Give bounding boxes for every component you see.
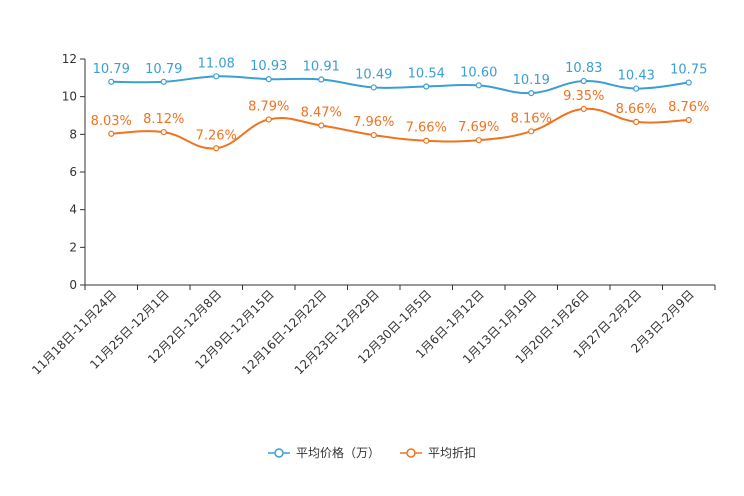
data-point[interactable]: [160, 128, 167, 136]
data-label: 10.19: [513, 73, 550, 88]
data-point[interactable]: [423, 137, 430, 144]
data-point[interactable]: [528, 89, 535, 97]
data-label: 9.35%: [563, 89, 604, 104]
legend-item-discount[interactable]: 平均折扣: [400, 444, 476, 461]
series-line-1: [111, 75, 689, 95]
data-point[interactable]: [213, 145, 220, 152]
legend-item-price[interactable]: 平均价格（万）: [267, 444, 380, 461]
line-chart: 02468101211月18日-11月24日11月25日-12月1日12月2日-…: [29, 52, 716, 377]
legend-line-circle-icon: [267, 447, 290, 458]
data-point[interactable]: [265, 116, 272, 123]
data-label: 7.96%: [353, 115, 394, 130]
data-label: 10.54: [408, 66, 445, 81]
y-tick-label: 4: [69, 203, 77, 217]
data-label: 11.08: [198, 56, 235, 71]
y-tick-label: 6: [69, 165, 77, 179]
series-line-2: [111, 107, 689, 150]
data-label: 7.69%: [458, 120, 499, 135]
data-point[interactable]: [685, 79, 692, 86]
data-label: 7.26%: [196, 128, 237, 143]
data-point[interactable]: [370, 131, 377, 139]
legend-line-circle-icon: [400, 447, 422, 458]
data-label: 8.12%: [143, 112, 184, 127]
y-tick-label: 0: [69, 278, 77, 292]
y-tick-label: 12: [62, 52, 77, 66]
data-point[interactable]: [370, 84, 377, 91]
legend-label-discount: 平均折扣: [428, 446, 477, 460]
data-label: 10.79: [93, 62, 130, 77]
data-point[interactable]: [475, 137, 482, 144]
data-point[interactable]: [475, 82, 482, 89]
data-point[interactable]: [580, 105, 587, 113]
data-point[interactable]: [318, 76, 325, 83]
data-label: 8.66%: [616, 102, 657, 117]
data-label: 8.79%: [248, 99, 289, 114]
data-point[interactable]: [423, 83, 430, 90]
data-point[interactable]: [160, 78, 167, 85]
data-point[interactable]: [108, 130, 115, 137]
y-tick-label: 8: [69, 127, 77, 141]
data-label: 8.03%: [91, 114, 132, 129]
data-label: 10.83: [565, 61, 602, 76]
data-label: 8.76%: [668, 100, 709, 115]
y-tick-label: 2: [69, 240, 77, 254]
data-point[interactable]: [633, 85, 640, 92]
data-label: 10.60: [460, 65, 497, 80]
data-label: 10.75: [670, 63, 707, 78]
data-point[interactable]: [580, 77, 587, 85]
data-label: 10.49: [355, 67, 392, 82]
y-tick-label: 10: [62, 90, 77, 104]
data-point[interactable]: [685, 116, 692, 124]
data-point[interactable]: [108, 78, 115, 85]
data-label: 10.91: [303, 60, 340, 75]
data-label: 8.47%: [301, 105, 342, 120]
data-label: 10.79: [145, 62, 182, 77]
data-label: 10.93: [250, 59, 287, 74]
data-label: 8.16%: [511, 111, 552, 126]
data-point[interactable]: [265, 76, 272, 83]
data-point[interactable]: [213, 73, 220, 80]
legend-label-price: 平均价格（万）: [295, 446, 380, 460]
x-tick-label: 11月18日-11月24日: [29, 287, 119, 377]
data-point[interactable]: [318, 122, 325, 129]
legend: 平均价格（万） 平均折扣: [0, 444, 744, 461]
data-label: 7.66%: [406, 121, 447, 136]
data-label: 10.43: [618, 69, 655, 84]
data-point[interactable]: [633, 118, 640, 126]
data-point[interactable]: [528, 128, 535, 135]
